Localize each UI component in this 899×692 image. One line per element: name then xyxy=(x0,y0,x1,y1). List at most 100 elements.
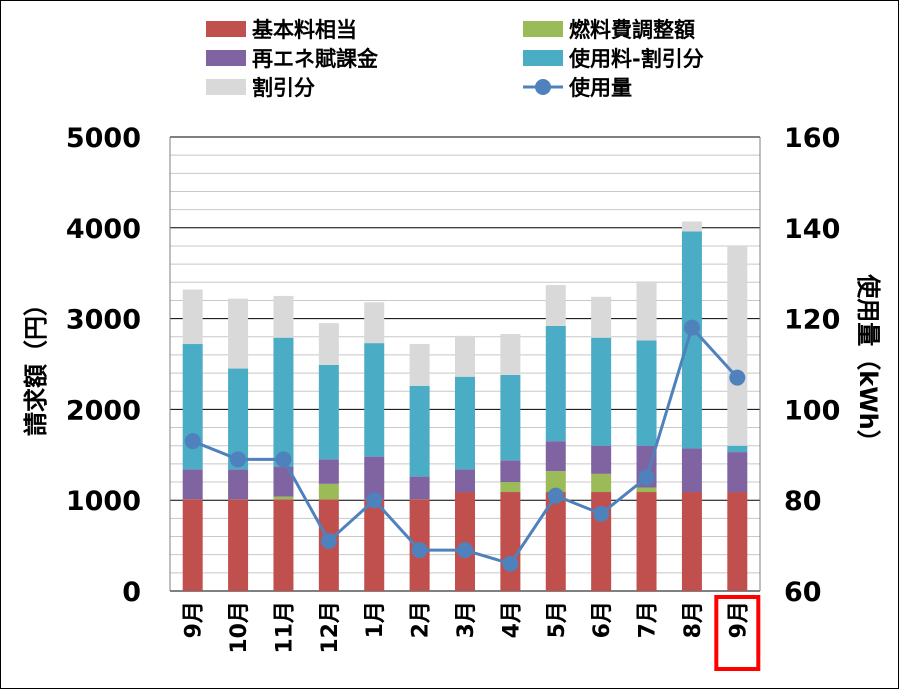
right-tick-label: 120 xyxy=(784,305,840,336)
bar-segment xyxy=(591,296,612,338)
usage-point xyxy=(366,492,383,509)
left-tick-label: 5000 xyxy=(66,123,141,154)
bar-segment xyxy=(681,231,702,449)
bar-segment xyxy=(727,445,748,453)
left-tick-label: 4000 xyxy=(66,214,141,245)
right-tick-label: 80 xyxy=(784,486,822,517)
bar-segment xyxy=(182,289,203,345)
x-axis: 9月 10月 11月 12月 1月 2月 3月 4月 5月 6月 7月 8月 9月 xyxy=(182,595,761,671)
bar-segment xyxy=(182,344,203,470)
x-tick-label: 6月 xyxy=(590,601,615,638)
bar-segment xyxy=(318,323,339,365)
bar-segment xyxy=(228,368,249,470)
bar-segment xyxy=(500,334,521,375)
x-tick-label: 1月 xyxy=(363,601,388,638)
usage-point xyxy=(729,369,746,386)
legend-label: 燃料費調整額 xyxy=(569,18,695,42)
right-axis: 60 80 100 120 140 160 xyxy=(784,123,840,608)
x-tick-label: 7月 xyxy=(636,601,661,638)
right-tick-label: 100 xyxy=(784,395,840,426)
bar-segment xyxy=(273,466,294,497)
bar-segment xyxy=(455,492,475,591)
bar-segment xyxy=(727,245,748,446)
bar-segment xyxy=(636,492,657,591)
bar-segment xyxy=(455,335,475,377)
bar-segment xyxy=(636,340,657,446)
x-tick-label: 3月 xyxy=(454,601,479,638)
bar-segment xyxy=(727,452,748,493)
bar-segment xyxy=(636,281,657,341)
usage-point xyxy=(457,542,473,559)
bar-segment xyxy=(545,471,566,493)
usage-point xyxy=(593,505,610,522)
bar-segment xyxy=(364,499,385,591)
right-tick-label: 60 xyxy=(784,577,822,608)
bar-segment xyxy=(228,469,249,500)
legend-marker xyxy=(535,79,551,95)
left-tick-label: 3000 xyxy=(66,305,141,336)
left-tick-label: 0 xyxy=(122,577,141,608)
bar-segment xyxy=(318,459,339,484)
left-tick-label: 1000 xyxy=(66,486,141,517)
bar-segment xyxy=(409,476,430,500)
bar-segment xyxy=(455,469,475,493)
bar-segment xyxy=(273,496,294,500)
x-tick-label: 11月 xyxy=(272,601,297,654)
bar-segment xyxy=(591,473,612,493)
x-tick-label: 10月 xyxy=(227,601,252,654)
bar-segment xyxy=(500,460,521,483)
x-tick-label: 9月 xyxy=(726,601,751,638)
bar-segment xyxy=(318,364,339,460)
bar-segment xyxy=(455,376,475,470)
bar-segment xyxy=(681,448,702,493)
x-tick-label: 8月 xyxy=(681,601,706,638)
bar-segment xyxy=(636,487,657,493)
bar-segment xyxy=(681,221,702,232)
right-tick-label: 140 xyxy=(784,214,840,245)
bar-segment xyxy=(364,302,385,344)
left-axis: 0 1000 2000 3000 4000 5000 xyxy=(66,123,141,608)
bar-segment xyxy=(500,374,521,461)
legend-label: 割引分 xyxy=(252,76,315,100)
bar-segment xyxy=(545,441,566,472)
x-tick-label: 12月 xyxy=(318,601,343,654)
usage-point xyxy=(683,319,700,336)
plot-area xyxy=(169,136,761,592)
left-tick-label: 2000 xyxy=(66,395,141,426)
legend-label: 使用料-割引分 xyxy=(568,47,704,71)
legend-label: 基本料相当 xyxy=(252,18,357,42)
usage-point xyxy=(184,433,201,450)
highlight-box xyxy=(714,595,761,671)
x-tick-label: 2月 xyxy=(409,601,434,638)
left-axis-title: 請求額（円） xyxy=(22,292,50,436)
usage-point xyxy=(230,451,247,468)
usage-point xyxy=(547,487,564,504)
bar-segment xyxy=(228,298,249,369)
usage-point xyxy=(502,555,519,572)
legend-swatch xyxy=(523,50,563,66)
usage-point xyxy=(411,542,428,559)
bar-segment xyxy=(182,499,203,591)
bar-segment xyxy=(545,325,566,442)
bar-segment xyxy=(273,499,294,591)
bar-segment xyxy=(500,482,521,493)
bar-segment xyxy=(318,483,339,500)
x-tick-label: 5月 xyxy=(545,601,570,638)
legend-label: 再エネ賦課金 xyxy=(252,47,379,71)
legend-swatch xyxy=(206,50,246,66)
legend-swatch xyxy=(206,21,246,37)
usage-point xyxy=(638,469,655,486)
bar-segment xyxy=(364,343,385,457)
legend-label: 使用量 xyxy=(568,76,632,100)
bar-segment xyxy=(545,492,566,591)
bar-segment xyxy=(545,285,566,326)
bar-segment xyxy=(364,456,385,500)
bar-segment xyxy=(182,469,203,500)
bar-segment xyxy=(591,445,612,474)
legend-swatch xyxy=(206,79,246,95)
bar-segment xyxy=(727,492,748,591)
bar-segment xyxy=(273,295,294,338)
